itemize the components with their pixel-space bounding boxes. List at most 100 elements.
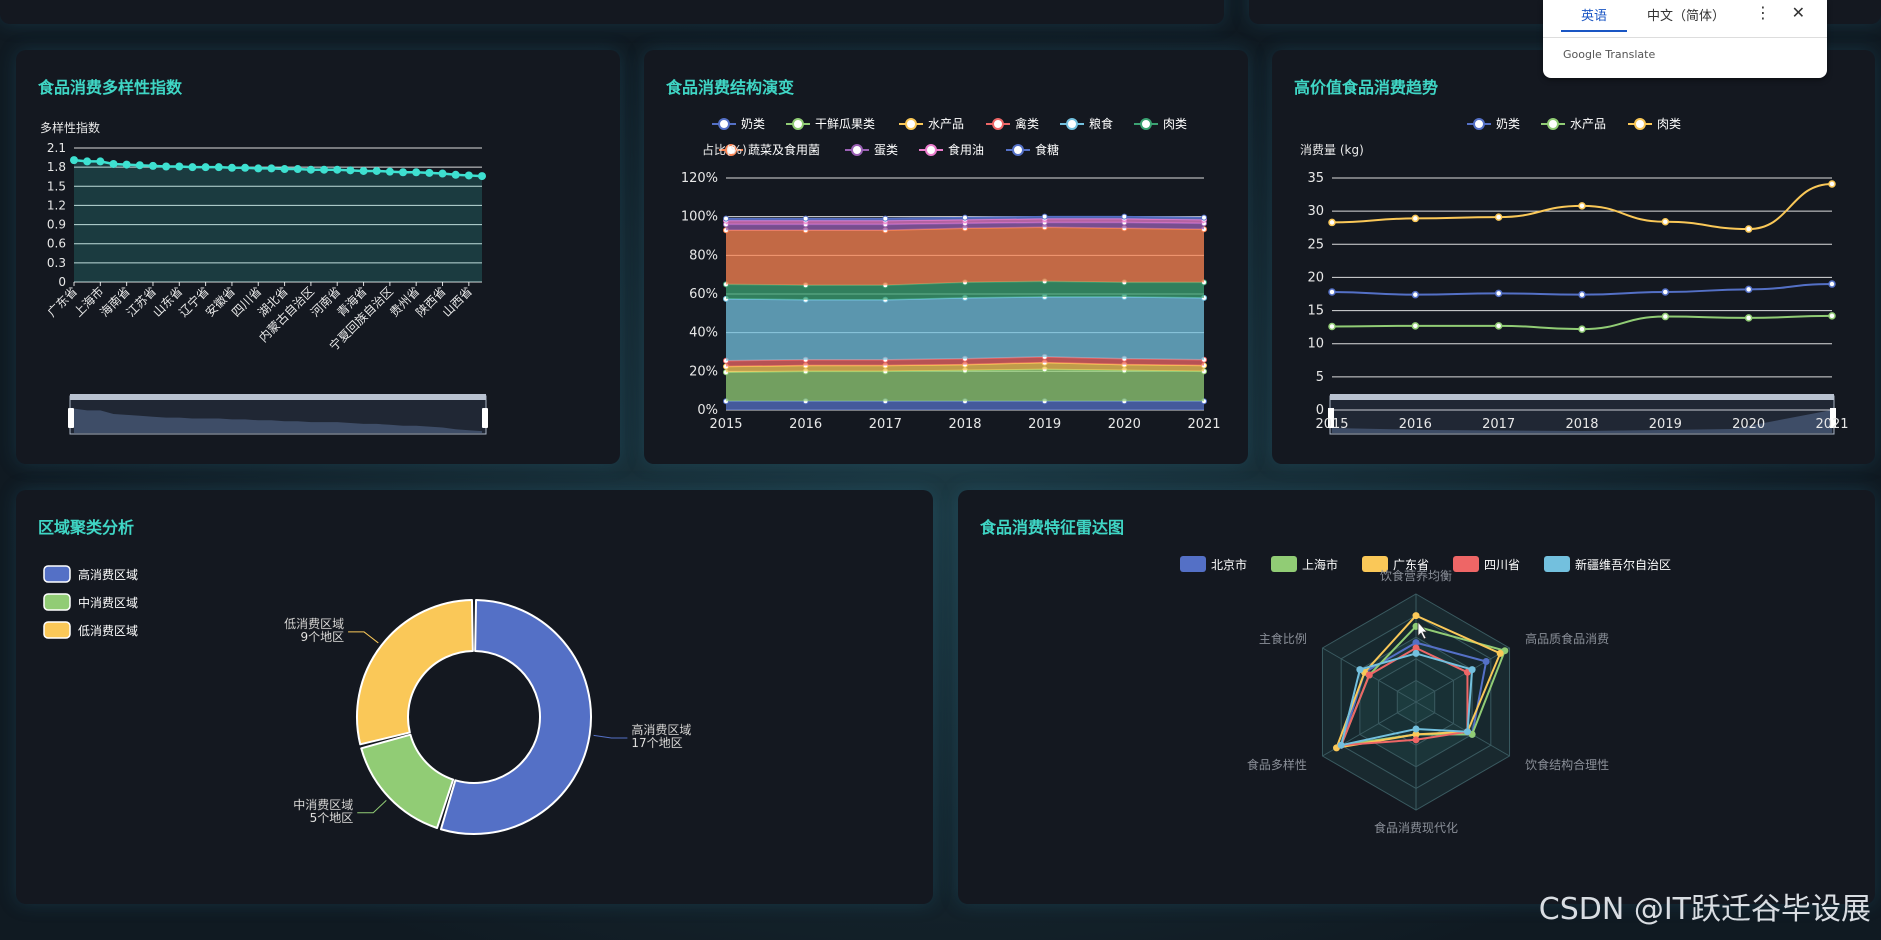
legend-label: 中消费区域: [78, 595, 138, 610]
cluster-chart: 高消费区域中消费区域低消费区域高消费区域17个地区中消费区域5个地区低消费区域9…: [43, 565, 692, 835]
data-point: [109, 159, 118, 168]
series-area: [726, 227, 1204, 286]
data-label: 5个地区: [310, 811, 354, 825]
data-point: [70, 156, 78, 165]
legend-label: 蛋类: [874, 143, 898, 157]
data-point: [1411, 290, 1420, 299]
legend-label: 四川省: [1484, 558, 1520, 572]
radar-axis: [1415, 647, 1510, 703]
data-point: [1328, 322, 1336, 331]
legend-marker: [43, 621, 71, 639]
x-tick-label: 2021: [1187, 417, 1220, 432]
data-point: [1412, 725, 1420, 733]
legend-label: 广东省: [1393, 558, 1429, 572]
legend-label: 食用油: [948, 142, 984, 157]
cursor-icon: [1417, 620, 1428, 640]
data-point: [96, 157, 105, 166]
data-point: [1411, 322, 1420, 330]
datazoom-bar: [70, 394, 486, 400]
legend-marker: [1140, 118, 1152, 130]
data-point: [1578, 325, 1586, 333]
data-point: [412, 168, 421, 177]
data-label: 高消费区域: [631, 722, 691, 737]
data-point: [1328, 288, 1336, 296]
panel-diversity: 食品消费多样性指数 多样性指数 0 0.3 0.6 0.9 1.2 1.5 1.8 2.1 广东省…: [16, 50, 620, 464]
radar-chart: 北京市 上海市 广东省 四川省 新疆维吾尔自治区饮食营养均衡高品质食品消费饮食结构合理性…: [1180, 556, 1671, 835]
more-vert-icon[interactable]: ⋮: [1755, 3, 1771, 22]
data-point: [293, 165, 302, 174]
data-point: [425, 168, 434, 177]
legend-marker: [1180, 556, 1206, 572]
y-tick-label: 0.3: [47, 256, 66, 270]
data-point: [162, 162, 171, 171]
panel-title: 区域聚类分析: [38, 518, 135, 537]
pie-slice: [439, 599, 592, 835]
legend-label: 干鲜瓜果类: [815, 117, 875, 131]
data-point: [1496, 649, 1504, 657]
y-tick-label: 1.2: [47, 198, 66, 212]
x-tick-label: 2017: [1482, 417, 1515, 432]
data-point: [1744, 314, 1753, 322]
data-point: [1412, 649, 1420, 657]
indicator-label: 主食比例: [1259, 631, 1307, 646]
y-tick-label: 0%: [697, 403, 718, 418]
data-label: 9个地区: [300, 630, 344, 644]
data-point: [1744, 285, 1753, 294]
y-tick-label: 0.6: [47, 237, 66, 251]
legend-label: 食糖: [1035, 142, 1059, 157]
legend-label: 肉类: [1657, 117, 1681, 131]
legend-label: 水产品: [928, 117, 964, 131]
legend-label: 蔬菜及食用菌: [748, 142, 820, 157]
data-point: [1661, 217, 1670, 226]
panel-radar: 食品消费特征雷达图 北京市 上海市 广东省 四川省 新疆维吾尔自治区 饮食营养均衡 高品质食…: [958, 490, 1875, 904]
data-point: [254, 164, 263, 173]
data-point: [1828, 312, 1836, 320]
x-tick-label: 2020: [1108, 417, 1141, 432]
indicator-label: 食品多样性: [1247, 757, 1307, 772]
data-point: [438, 169, 447, 178]
datazoom-handle-right: [482, 408, 488, 428]
close-icon[interactable]: ✕: [1791, 3, 1805, 22]
data-point: [1328, 218, 1336, 227]
data-point: [359, 166, 368, 175]
data-point: [1463, 728, 1471, 736]
divider: [1543, 37, 1827, 38]
legend-marker: [1453, 556, 1479, 572]
y-tick-label: 0.9: [47, 218, 66, 232]
panel-title: 食品消费多样性指数: [38, 78, 183, 97]
x-tick-label: 2015: [709, 417, 742, 432]
legend-label: 粮食: [1089, 116, 1113, 131]
data-point: [175, 162, 184, 171]
panel-title: 食品消费结构演变: [666, 78, 795, 97]
data-point: [1412, 736, 1420, 744]
x-tick-label: 2015: [1315, 417, 1348, 432]
data-point: [1121, 213, 1128, 220]
tab-english[interactable]: 英语: [1561, 5, 1627, 32]
data-point: [1661, 312, 1670, 321]
brand-label: Google Translate: [1563, 48, 1656, 61]
data-point: [1578, 202, 1586, 210]
datazoom-handle-left: [1328, 408, 1334, 428]
panel-title: 食品消费特征雷达图: [980, 518, 1125, 537]
data-point: [723, 215, 729, 222]
label-line: [593, 734, 628, 739]
legend-marker: [1271, 556, 1297, 572]
data-point: [1468, 666, 1476, 674]
y-tick-label: 1.8: [47, 160, 66, 174]
series-area: [726, 369, 1204, 402]
pie-slice: [360, 733, 455, 830]
data-point: [1412, 644, 1420, 652]
legend-marker: [905, 118, 917, 130]
diversity-chart: 多样性指数00.30.60.91.21.51.82.1广东省上海市海南省江苏省山…: [40, 120, 488, 435]
translate-popup: 英语 中文（简体） ⋮ ✕ Google Translate: [1543, 0, 1827, 78]
data-point: [201, 163, 210, 172]
datazoom-slider: [69, 395, 487, 435]
y-axis-label: 多样性指数: [40, 120, 100, 135]
y-axis-label: 占比(%): [702, 142, 747, 157]
tab-chinese-simplified[interactable]: 中文（简体）: [1647, 9, 1726, 24]
legend-marker: [718, 118, 730, 130]
data-point: [1494, 289, 1503, 298]
panel-title: 高价值食品消费趋势: [1294, 78, 1439, 97]
x-tick-label: 2018: [948, 417, 981, 432]
